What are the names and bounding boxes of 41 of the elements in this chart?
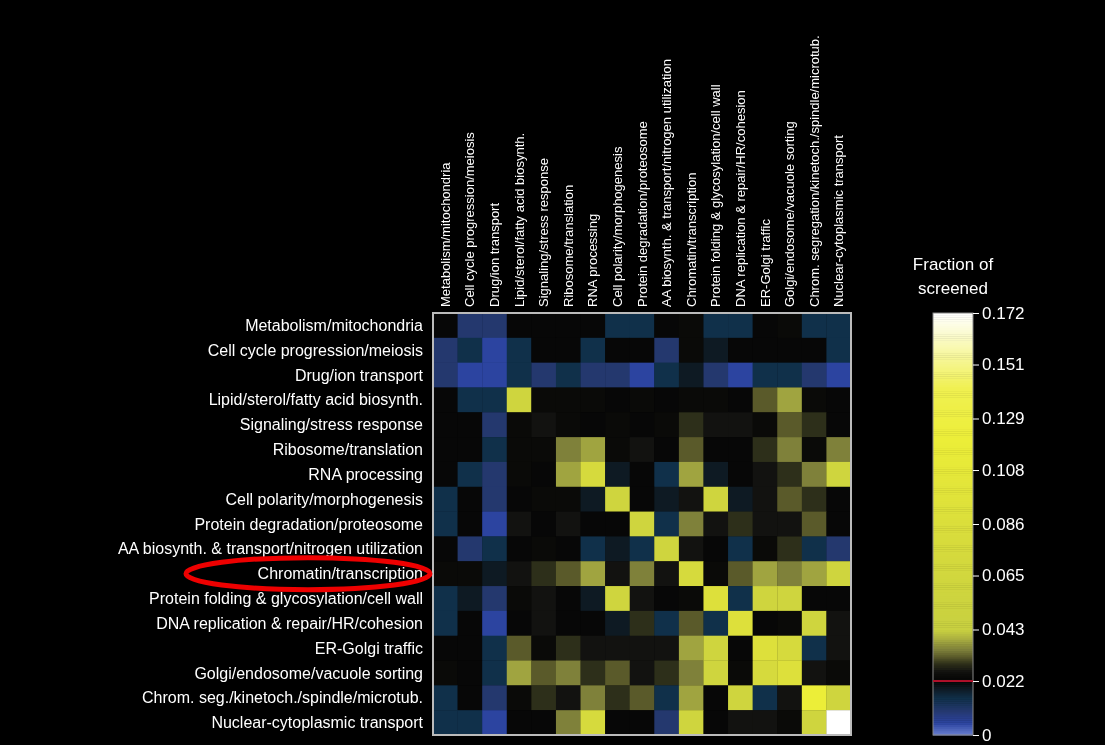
y-tick-label: Nuclear-cytoplasmic transport: [211, 714, 424, 732]
color-bar-label: 0.129: [982, 409, 1025, 429]
x-tick-label: DNA replication & repair/HR/cohesion: [732, 90, 748, 307]
x-tick-label: Protein degradation/proteosome: [634, 121, 650, 307]
x-tick-label: ER-Golgi traffic: [757, 218, 773, 307]
x-tick-label: Chromatin/transcription: [683, 172, 699, 307]
color-bar-label: 0: [982, 725, 992, 745]
color-bar-label: 0.172: [982, 303, 1025, 323]
x-tick-label: Nuclear-cytoplasmic transport: [831, 134, 847, 307]
y-tick-label: DNA replication & repair/HR/cohesion: [156, 614, 423, 632]
y-tick-label: Lipid/sterol/fatty acid biosynth.: [208, 391, 423, 409]
color-bar-label: 0.022: [982, 671, 1025, 691]
y-tick-label: Cell polarity/morphogenesis: [225, 490, 423, 508]
color-bar-label: 0.108: [982, 460, 1025, 480]
y-tick-label: Protein folding & glycosylation/cell wall: [149, 590, 423, 608]
x-tick-label: Cell polarity/morphogenesis: [609, 146, 625, 307]
x-tick-label: Chrom. segregation/kinetoch./spindle/microtub.: [806, 35, 822, 307]
y-tick-label: Chrom. seg./kinetoch./spindle/microtub.: [141, 689, 423, 707]
color-bar-title: Fraction of screened: [912, 255, 994, 298]
x-tick-label: Drug/ion transport: [487, 202, 503, 307]
y-tick-label: ER-Golgi traffic: [314, 639, 423, 657]
x-tick-label: AA biosynth. & transport/nitrogen utilization: [659, 59, 675, 307]
y-tick-label: Signaling/stress response: [239, 416, 424, 434]
y-tick-label: Cell cycle progression/meiosis: [207, 341, 423, 359]
y-tick-label: Protein degradation/proteosome: [194, 515, 424, 533]
x-tick-label: Protein folding & glycosylation/cell wall: [708, 84, 724, 307]
y-tick-label: AA biosynth. & transport/nitrogen utilization: [117, 540, 423, 558]
y-tick-label: Ribosome/translation: [272, 441, 423, 459]
x-tick-label: RNA processing: [585, 213, 601, 307]
color-bar-label: 0.086: [982, 514, 1025, 534]
x-tick-label: Signaling/stress response: [536, 158, 552, 307]
y-tick-label: Drug/ion transport: [294, 366, 424, 384]
y-tick-label: RNA processing: [308, 465, 423, 483]
x-tick-label: Ribosome/translation: [560, 184, 576, 307]
y-tick-label: Metabolism/mitochondria: [245, 317, 424, 335]
y-tick-label: Golgi/endosome/vacuole sorting: [194, 664, 423, 682]
y-tick-label: Chromatin/transcription: [257, 565, 423, 583]
color-bar-label: 0.151: [982, 355, 1025, 375]
color-bar-label: 0.065: [982, 566, 1025, 586]
color-bar-label: 0.043: [982, 620, 1025, 640]
x-tick-label: Golgi/endosome/vacuole sorting: [782, 121, 798, 307]
